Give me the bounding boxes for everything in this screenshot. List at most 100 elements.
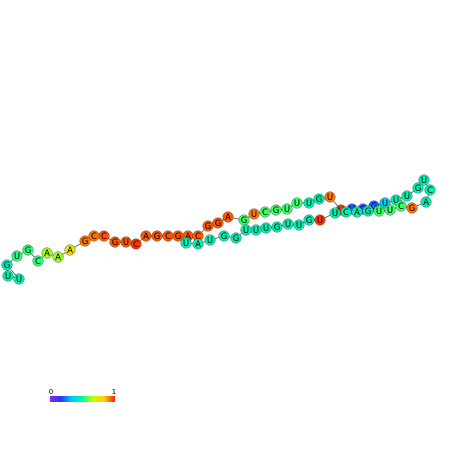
nucleotide-circle [281,203,293,215]
nucleotide-layer: UUGUGCAAAGCCGUCAGCGACGGAGUCGUUUGUUUGGUUU… [1,174,436,285]
nucleotide-label: G [409,204,416,214]
nucleotide: C [340,206,352,218]
nucleotide-circle [202,220,214,232]
nucleotide: U [11,250,23,262]
nucleotide-label: C [195,232,201,242]
nucleotide-circle [420,196,432,208]
nucleotide-circle [313,193,325,205]
nucleotide-circle [291,197,303,209]
nucleotide-label: G [221,232,228,242]
nucleotide: C [32,255,44,267]
nucleotide-label: G [415,184,422,194]
nucleotide-label: A [225,213,231,223]
nucleotide-circle [109,236,121,248]
nucleotide-label: A [195,240,201,250]
nucleotide: U [13,273,25,285]
nucleotide: U [260,222,272,234]
color-scale-min-label: 0 [49,388,53,396]
nucleotide-label: C [427,186,433,196]
nucleotide: U [329,207,341,219]
nucleotide-label: G [25,246,32,256]
nucleotide-circle [11,250,23,262]
nucleotide-label: C [165,232,171,242]
nucleotide: A [192,238,204,250]
nucleotide-circle [151,230,163,242]
nucleotide: U [291,197,303,209]
nucleotide: U [120,236,132,248]
nucleotide-label: G [306,216,313,226]
backbone-layer [6,179,431,280]
nucleotide-circle [329,207,341,219]
nucleotide: G [406,202,418,214]
nucleotide: G [109,236,121,248]
nucleotide-circle [98,230,110,242]
nucleotide-circle [2,270,14,282]
nucleotide: U [373,205,385,217]
nucleotide: A [140,230,152,242]
nucleotide: G [313,193,325,205]
nucleotide: G [22,244,34,256]
nucleotide-circle [140,230,152,242]
nucleotide: C [98,230,110,242]
nucleotide-label: U [251,210,257,220]
nucleotide-label: C [101,232,107,242]
nucleotide-label: U [327,193,333,203]
nucleotide: C [259,206,271,218]
nucleotide: A [41,247,53,259]
nucleotide-label: U [207,236,213,246]
nucleotide-circle [79,235,91,247]
nucleotide: U [2,270,14,282]
nucleotide: G [362,205,374,217]
nucleotide-circle [395,200,407,212]
nucleotide-label: U [382,199,388,209]
nucleotide-label: U [123,238,129,248]
nucleotide: U [384,204,396,216]
nucleotide-label: A [67,246,73,256]
nucleotide: G [79,235,91,247]
nucleotide-circle [424,184,436,196]
nucleotide: G [303,214,315,226]
nucleotide-label: G [154,232,161,242]
nucleotide-label: G [241,216,248,226]
nucleotide: U [314,214,326,226]
nucleotide: U [250,224,262,236]
nucleotide: G [202,220,214,232]
nucleotide-label: U [263,224,269,234]
nucleotide-circle [270,204,282,216]
nucleotide: A [222,211,234,223]
nucleotide-circle [384,204,396,216]
nucleotide-circle [218,230,230,242]
nucleotide-label: C [343,208,349,218]
nucleotide: U [204,234,216,246]
nucleotide-label: A [185,232,191,242]
nucleotide: U [418,174,430,186]
nucleotide: U [293,219,305,231]
nucleotide-label: G [215,219,222,229]
nucleotide-label: C [35,257,41,267]
nucleotide: C [130,238,142,250]
nucleotide-circle [406,202,418,214]
nucleotide: G [212,217,224,229]
nucleotide-circle [180,237,192,249]
nucleotide: A [64,244,76,256]
nucleotide: C [424,184,436,196]
nucleotide: U [281,203,293,215]
nucleotide-circle [340,206,352,218]
nucleotide-label: U [243,226,249,236]
nucleotide-label: U [376,207,382,217]
color-scale-max-label: 1 [112,388,116,396]
nucleotide-label: U [5,272,11,282]
nucleotide: A [420,196,432,208]
nucleotide-label: G [316,195,323,205]
nucleotide: A [351,206,363,218]
nucleotide-circle [271,221,283,233]
nucleotide-label: G [4,261,11,271]
nucleotide-label: A [423,198,429,208]
nucleotide-circle [259,206,271,218]
nucleotide-label: A [55,253,61,263]
nucleotide-label: U [284,205,290,215]
nucleotide: C [395,200,407,212]
nucleotide: U [303,197,315,209]
nucleotide-label: A [143,232,149,242]
